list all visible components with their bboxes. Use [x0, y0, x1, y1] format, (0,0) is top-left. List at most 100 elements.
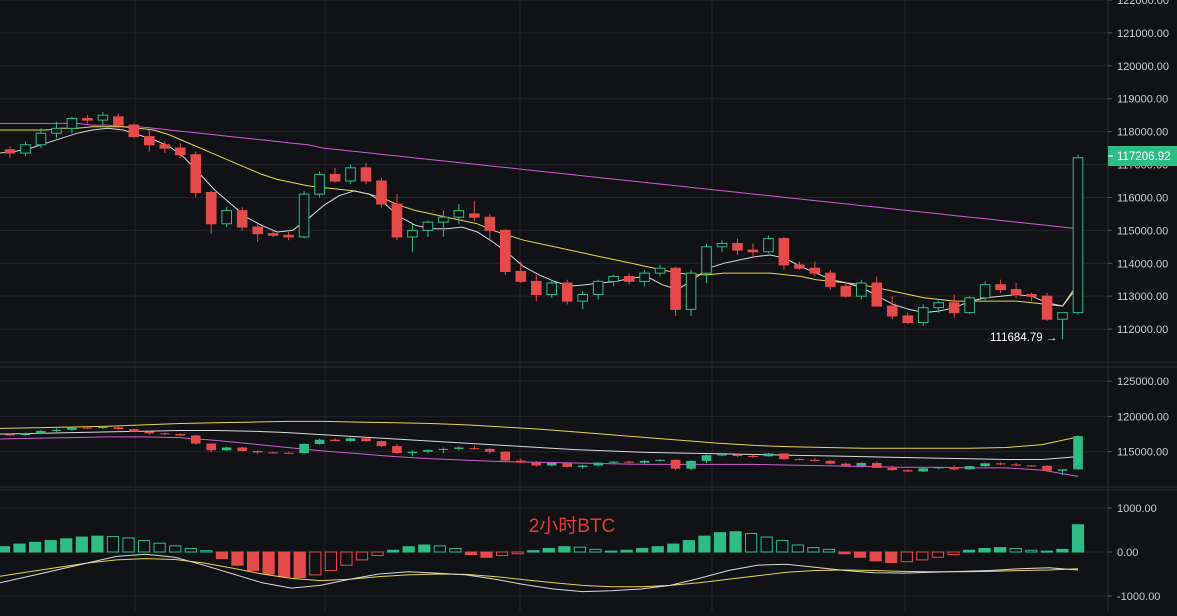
- mini-candle-up: [608, 461, 619, 463]
- macd-bar-negative: [480, 551, 493, 558]
- macd-ytick-label: 0.00: [1117, 547, 1138, 559]
- macd-bar-positive: [169, 545, 182, 553]
- mini-candle-down: [887, 467, 898, 471]
- mini-candle-down: [5, 434, 15, 436]
- candle-up: [608, 275, 619, 282]
- mini-candle-down: [825, 460, 836, 464]
- macd-bar-positive: [527, 550, 540, 553]
- macd-bar-negative: [215, 551, 229, 560]
- candle-up: [221, 210, 232, 225]
- macd-bar-positive: [978, 547, 991, 553]
- macd-bar-positive: [137, 540, 151, 553]
- macd-bar-positive: [604, 550, 618, 553]
- macd-bar-positive: [713, 532, 727, 553]
- macd-bar-negative: [838, 551, 851, 555]
- candle-down: [623, 275, 635, 282]
- macd-bar-positive: [682, 540, 695, 553]
- candle-down: [995, 284, 1006, 291]
- mini-candle-down: [330, 439, 340, 442]
- macd-dea-line: [0, 558, 1079, 588]
- main-ytick-label: 121000.00: [1117, 28, 1169, 40]
- candle-down: [871, 282, 883, 307]
- macd-bar-negative: [231, 551, 244, 566]
- mini-candle-down: [794, 459, 805, 461]
- mini-candle-down: [252, 451, 263, 453]
- main-price-panel: [0, 111, 1084, 340]
- candle-up: [35, 132, 47, 146]
- mini-candle-up: [918, 468, 929, 472]
- mini-candle-down: [485, 448, 495, 452]
- candle-up: [453, 210, 465, 218]
- candle-down: [515, 271, 527, 282]
- candle-up: [856, 282, 867, 297]
- candle-up: [979, 284, 991, 299]
- mini-candle-down: [841, 463, 851, 466]
- candle-down: [948, 302, 960, 314]
- macd-bar-positive: [122, 537, 135, 553]
- macd-bar-positive: [200, 550, 213, 553]
- candle-up: [592, 280, 604, 296]
- mini-candle-up: [1057, 469, 1068, 471]
- mini-candle-up: [701, 455, 712, 461]
- mini-candle-up: [964, 466, 975, 470]
- macd-bar-positive: [791, 544, 804, 553]
- candle-down: [82, 117, 93, 121]
- candle-up: [407, 229, 418, 238]
- candle-up: [298, 193, 310, 238]
- candle-down: [809, 267, 821, 274]
- mini-candle-up: [454, 447, 464, 449]
- mini-candle-down: [562, 463, 573, 467]
- mini-candle-up: [1073, 436, 1083, 470]
- candle-down: [329, 173, 341, 182]
- mini-candle-up: [933, 467, 944, 469]
- macd-bar-negative: [355, 551, 369, 561]
- macd-bar-positive: [698, 535, 711, 553]
- mini-candle-down: [206, 443, 217, 451]
- macd-bar-positive: [822, 548, 836, 553]
- macd-bar-positive: [153, 542, 166, 553]
- candle-down: [825, 272, 836, 287]
- candle-down: [190, 154, 202, 194]
- mini-candle-up: [980, 463, 990, 467]
- macd-bar-positive: [1056, 548, 1069, 553]
- price-axis: 112000.00 113000.00 114000.00 115000.00 1160…: [1108, 0, 1169, 603]
- candle-up: [964, 297, 975, 314]
- candle-up: [685, 272, 697, 310]
- candle-up: [639, 272, 650, 282]
- band-upper-line: [0, 420, 1079, 449]
- low-price-annotation: 111684.79 →: [990, 332, 1057, 344]
- macd-bar-negative: [262, 551, 275, 575]
- macd-bar-positive: [745, 533, 758, 553]
- mini-candle-up: [686, 460, 696, 469]
- main-ytick-label: 113000.00: [1117, 291, 1168, 303]
- mini-candle-up: [67, 427, 77, 430]
- candle-up: [654, 267, 666, 274]
- candle-down: [530, 280, 542, 296]
- macd-bar-negative: [900, 551, 913, 563]
- candle-up: [701, 246, 712, 274]
- candle-up: [763, 238, 774, 253]
- main-ytick-label: 119000.00: [1117, 94, 1168, 106]
- candle-down: [391, 203, 403, 238]
- mini-candle-down: [376, 441, 387, 447]
- candle-up: [20, 144, 31, 154]
- ma-pink-line: [0, 122, 1079, 230]
- candle-down: [778, 238, 790, 266]
- macd-bar-positive: [620, 549, 633, 553]
- mini-candle-down: [361, 438, 371, 442]
- mini-candle-down: [283, 452, 294, 454]
- macd-bar-negative: [885, 551, 898, 564]
- macd-bar-positive: [418, 544, 431, 553]
- mini-candle-down: [1042, 465, 1052, 471]
- candle-up: [917, 307, 929, 324]
- macd-bar-positive: [402, 546, 415, 553]
- mini-candle-down: [1026, 465, 1037, 467]
- candle-down: [252, 226, 263, 235]
- candle-up: [66, 117, 78, 129]
- mini-candle-up: [98, 427, 108, 429]
- mini-candle-down: [949, 467, 959, 470]
- macd-bar-positive: [433, 545, 446, 553]
- macd-bar-negative: [340, 551, 353, 566]
